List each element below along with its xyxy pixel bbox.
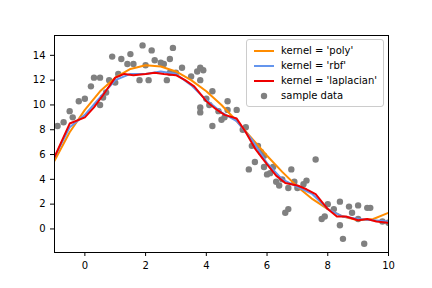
html-text:sample data: sample data — [281, 90, 344, 101]
svg-text:2: 2 — [142, 260, 148, 271]
html-text:kernel = 'poly': kernel = 'poly' — [281, 45, 354, 56]
svg-text:0: 0 — [82, 260, 88, 271]
html-text:kernel = 'laplacian': kernel = 'laplacian' — [281, 75, 377, 86]
svg-text:12: 12 — [33, 74, 46, 85]
svg-text:8: 8 — [325, 260, 331, 271]
svg-text:4: 4 — [39, 174, 45, 185]
svg-text:10: 10 — [382, 260, 395, 271]
svg-text:8: 8 — [39, 124, 45, 135]
svg-text:6: 6 — [39, 149, 45, 160]
svg-text:2: 2 — [39, 198, 45, 209]
svg-text:6: 6 — [264, 260, 270, 271]
svg-text:4: 4 — [203, 260, 209, 271]
svg-text:10: 10 — [33, 99, 46, 110]
svg-text:0: 0 — [39, 223, 45, 234]
html-text:kernel = 'rbf': kernel = 'rbf' — [281, 60, 347, 71]
svg-text:14: 14 — [33, 50, 46, 61]
